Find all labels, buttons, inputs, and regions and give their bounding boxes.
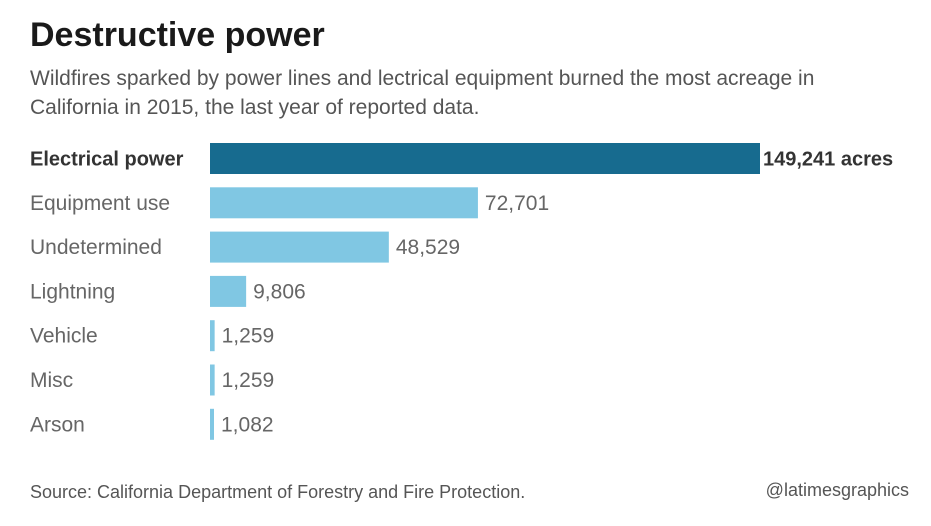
category-label: Arson — [30, 413, 85, 436]
bar-lightning — [210, 275, 247, 307]
chart-title: Destructive power — [30, 16, 325, 54]
bar-chart: Electrical power 149,241 acres Equipment u… — [30, 143, 893, 440]
category-label: Misc — [30, 369, 73, 392]
value-label: 72,701 — [485, 192, 549, 215]
value-label: 149,241 acres — [763, 149, 893, 171]
value-label: 1,259 — [222, 369, 275, 392]
category-label: Electrical power — [30, 149, 184, 171]
bar-undetermined — [210, 231, 389, 263]
category-label: Vehicle — [30, 325, 98, 348]
chart-subtitle: Wildfires sparked by power lines and lec… — [30, 67, 815, 119]
bar-vehicle — [210, 320, 215, 352]
source-note: Source: California Department of Forestr… — [30, 482, 526, 502]
bar-equipment-use — [210, 187, 478, 219]
category-label: Lightning — [30, 280, 115, 303]
category-label: Undetermined — [30, 236, 162, 259]
credit-handle: @latimesgraphics — [765, 480, 909, 500]
category-label: Equipment use — [30, 192, 170, 215]
value-label: 48,529 — [396, 236, 460, 259]
value-label: 9,806 — [253, 280, 306, 303]
value-label: 1,082 — [221, 413, 274, 436]
bar-electrical-power — [210, 143, 760, 174]
bar-misc — [210, 364, 215, 396]
bar-arson — [210, 408, 214, 440]
value-label: 1,259 — [222, 325, 275, 348]
